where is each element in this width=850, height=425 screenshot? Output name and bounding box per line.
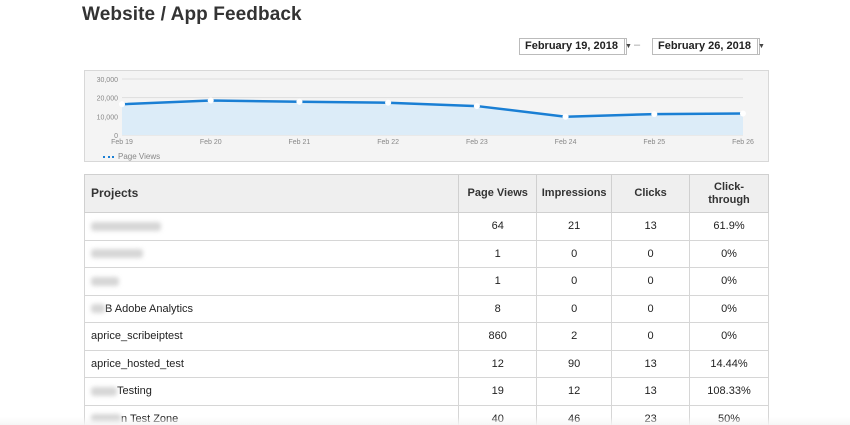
data-point [296,98,303,105]
click-through-cell: 61.9% [689,212,769,241]
column-header-page-views[interactable]: Page Views [458,174,538,213]
x-tick-label: Feb 20 [200,139,222,146]
end-date-value: February 26, 2018 [658,40,751,52]
data-point [207,97,214,104]
project-name-cell[interactable]: Testing [83,377,460,406]
y-tick-label: 30,000 [97,77,119,84]
chevron-down-icon[interactable]: ▼ [756,39,765,54]
redacted-text [91,386,117,396]
clicks-cell: 0 [611,294,691,323]
legend-swatch [103,155,114,158]
bottom-fade [0,417,850,425]
click-through-cell: 108.33% [689,377,769,406]
table-row[interactable]: 1 0 0 0% [83,239,769,268]
table-row[interactable]: 1 0 0 0% [83,267,769,296]
impressions-cell: 90 [536,349,613,378]
impressions-cell: 0 [536,294,613,323]
page-views-cell: 8 [458,294,538,323]
date-range-separator: – [634,39,641,51]
x-tick-label: Feb 22 [377,139,399,146]
impressions-cell: 2 [536,322,613,351]
click-through-cell: 0% [689,322,769,351]
x-tick-label: Feb 21 [289,139,311,146]
click-through-cell: 0% [689,239,769,268]
y-tick-label: 20,000 [97,96,119,103]
series-line [121,99,744,118]
chevron-down-icon[interactable]: ▼ [623,39,632,54]
clicks-cell: 0 [611,239,691,268]
project-name[interactable]: B Adobe Analytics [105,302,194,315]
redacted-text [91,249,143,259]
x-tick-label: Feb 19 [111,139,133,146]
column-header-click-through[interactable]: Click-through [689,174,769,213]
clicks-cell: 0 [611,322,691,351]
project-name-cell[interactable] [83,267,460,296]
legend-label: Page Views [118,152,161,161]
chart-legend: Page Views [103,152,160,161]
page-title: Website / App Feedback [82,4,302,25]
start-date-dropdown[interactable]: February 19, 2018 ▼ [519,38,632,55]
impressions-cell: 21 [536,212,613,241]
table-row[interactable]: 64 21 13 61.9% [83,212,769,241]
redacted-text [91,304,105,314]
column-header-projects[interactable]: Projects [83,174,460,213]
page-views-cell: 1 [458,267,538,296]
page-views-cell: 19 [458,377,538,406]
redacted-text [91,221,161,231]
table-row[interactable]: Testing 19 12 13 108.33% [83,377,769,406]
x-tick-label: Feb 23 [466,139,488,146]
page-views-cell: 64 [458,212,538,241]
page-views-chart: 0 10,000 20,000 30,000 Feb 19 Feb 20 Feb 21 Feb… [84,70,769,162]
x-tick-label: Feb 24 [555,139,577,146]
project-name-cell[interactable]: aprice_hosted_test [83,349,460,378]
start-date-value: February 19, 2018 [525,40,618,52]
series-area [122,100,743,135]
project-name-cell[interactable]: B Adobe Analytics [83,294,460,323]
data-point [562,113,569,120]
click-through-cell: 0% [689,267,769,296]
click-through-cell: 0% [689,294,769,323]
column-header-impressions[interactable]: Impressions [536,174,613,213]
clicks-cell: 13 [611,349,691,378]
clicks-cell: 13 [611,212,691,241]
chart-canvas: 0 10,000 20,000 30,000 Feb 19 Feb 20 Feb 21 Feb… [97,77,754,146]
click-through-cell: 14.44% [689,349,769,378]
x-tick-label: Feb 25 [643,139,665,146]
table-row[interactable]: aprice_scribeiptest 860 2 0 0% [83,322,769,351]
end-date-dropdown[interactable]: February 26, 2018 ▼ [652,38,765,55]
clicks-cell: 13 [611,377,691,406]
page-views-cell: 12 [458,349,538,378]
project-name[interactable]: Testing [117,385,152,398]
project-name[interactable]: aprice_hosted_test [91,357,184,370]
page-views-cell: 1 [458,239,538,268]
data-point [473,103,480,110]
impressions-cell: 12 [536,377,613,406]
redacted-text [91,276,119,286]
data-point [651,111,658,118]
table-row[interactable]: B Adobe Analytics 8 0 0 0% [83,294,769,323]
table-header-row: Projects Page Views Impressions Clicks C… [83,174,769,213]
page-views-cell: 860 [458,322,538,351]
column-header-clicks[interactable]: Clicks [611,174,691,213]
x-tick-label: Feb 26 [732,139,754,146]
data-point [739,110,747,117]
project-name-cell[interactable]: aprice_scribeiptest [83,322,460,351]
y-tick-label: 10,000 [97,114,119,121]
data-point [385,99,392,106]
y-tick-label: 0 [114,133,118,140]
clicks-cell: 0 [611,267,691,296]
project-name-cell[interactable] [83,212,460,241]
impressions-cell: 0 [536,267,613,296]
table-row[interactable]: aprice_hosted_test 12 90 13 14.44% [83,349,769,378]
impressions-cell: 0 [536,239,613,268]
data-point [118,101,126,108]
project-name-cell[interactable] [83,239,460,268]
project-name[interactable]: aprice_scribeiptest [91,330,183,343]
projects-table: Projects Page Views Impressions Clicks C… [83,174,769,425]
